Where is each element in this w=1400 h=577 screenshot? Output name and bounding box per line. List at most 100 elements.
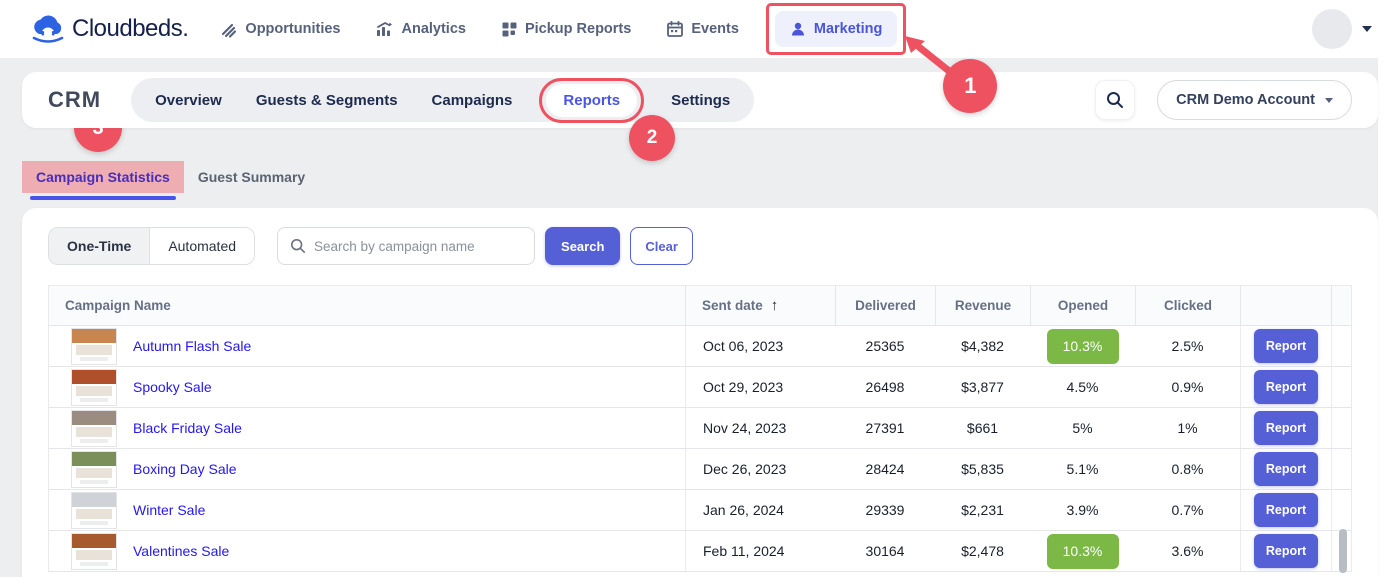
opened-cell: 10.3%: [1030, 531, 1135, 571]
sent-date-cell: Oct 29, 2023: [685, 367, 835, 407]
campaign-statistics-panel: One-Time Automated Search Clear Campaign…: [22, 208, 1378, 577]
table-row: Valentines Sale Feb 11, 2024 30164 $2,47…: [49, 531, 1351, 572]
table-scrollbar-thumb[interactable]: [1339, 529, 1347, 573]
opened-badge: 3.9%: [1066, 502, 1099, 518]
user-menu-caret-icon[interactable]: [1362, 26, 1372, 32]
sent-date-cell: Feb 11, 2024: [685, 531, 835, 571]
report-subtabs: Campaign Statistics 3 Guest Summary: [22, 104, 319, 200]
revenue-cell: $5,835: [961, 461, 1004, 477]
active-tab-underline: [30, 196, 176, 200]
campaign-name-link[interactable]: Winter Sale: [133, 502, 206, 518]
account-selector[interactable]: CRM Demo Account: [1157, 80, 1352, 120]
nav-item-analytics[interactable]: Analytics: [376, 21, 466, 37]
subtab-label: Campaign Statistics: [36, 169, 170, 185]
nav-item-marketing[interactable]: Marketing 1: [765, 3, 998, 113]
actions-cell: Report: [1240, 490, 1331, 530]
campaign-search-box: [277, 227, 536, 265]
user-avatar[interactable]: [1312, 9, 1352, 49]
col-scroll-gutter: [1331, 286, 1351, 325]
top-navigation-bar: Cloudbeds. Opportunities Analytics: [0, 0, 1400, 113]
scroll-gutter: [1331, 326, 1351, 366]
opened-cell: 10.3%: [1030, 326, 1135, 366]
toggle-one-time[interactable]: One-Time: [49, 228, 151, 264]
delivered-cell: 30164: [865, 543, 905, 559]
revenue-cell: $661: [966, 420, 999, 436]
opened-badge: 10.3%: [1046, 533, 1119, 569]
crm-header-actions: CRM Demo Account: [1095, 80, 1352, 120]
campaign-name-link[interactable]: Autumn Flash Sale: [133, 338, 252, 354]
crm-title: CRM: [48, 87, 102, 112]
nav-item-opportunities[interactable]: Opportunities: [220, 21, 340, 38]
page-right-gutter: [1378, 58, 1400, 577]
tab-campaigns[interactable]: Campaigns: [431, 91, 513, 109]
campaign-search-input[interactable]: [314, 238, 523, 254]
opened-cell: 4.5%: [1030, 367, 1135, 407]
campaign-table: Campaign Name Sent date ↑ Delivered Reve…: [48, 285, 1352, 573]
sort-ascending-icon[interactable]: ↑: [770, 297, 779, 314]
campaign-cell: Boxing Day Sale: [49, 449, 685, 489]
campaign-cell: Spooky Sale: [49, 367, 685, 407]
campaign-thumbnail: [71, 532, 117, 570]
tab-overview[interactable]: Overview: [155, 91, 222, 109]
toggle-automated[interactable]: Automated: [150, 228, 255, 264]
global-search-button[interactable]: [1095, 80, 1136, 120]
campaign-name-link[interactable]: Black Friday Sale: [133, 420, 242, 436]
filter-bar: One-Time Automated Search Clear: [48, 227, 1378, 265]
clicked-cell: 1%: [1177, 420, 1198, 436]
subtab-campaign-statistics[interactable]: Campaign Statistics 3: [22, 104, 184, 200]
campaign-thumbnail: [71, 450, 117, 488]
campaign-name-link[interactable]: Valentines Sale: [133, 543, 230, 559]
col-opened: Opened: [1030, 286, 1135, 325]
cloudbeds-cloud-icon: [32, 15, 64, 43]
annotation-step-1: 1: [943, 59, 998, 113]
delivered-cell: 25365: [865, 338, 905, 354]
actions-cell: Report: [1240, 408, 1331, 448]
report-button[interactable]: Report: [1254, 370, 1318, 404]
search-button[interactable]: Search: [545, 227, 621, 265]
opened-badge: 10.3%: [1046, 328, 1119, 364]
opened-cell: 3.9%: [1030, 490, 1135, 530]
report-button[interactable]: Report: [1254, 329, 1318, 363]
campaign-thumbnail: [71, 409, 117, 447]
campaign-name-link[interactable]: Boxing Day Sale: [133, 461, 237, 477]
cloudbeds-logo[interactable]: Cloudbeds.: [30, 13, 189, 45]
scroll-gutter: [1331, 490, 1351, 530]
table-row: Spooky Sale Oct 29, 2023 26498 $3,877 4.…: [49, 367, 1351, 408]
account-caret-icon: [1325, 97, 1333, 103]
col-revenue: Revenue: [935, 286, 1030, 325]
col-sent-date[interactable]: Sent date ↑: [685, 286, 835, 325]
scroll-gutter: [1331, 531, 1351, 571]
campaign-thumbnail: [71, 327, 117, 365]
campaign-thumbnail: [71, 368, 117, 406]
clicked-cell: 3.6%: [1171, 543, 1204, 559]
campaign-name-link[interactable]: Spooky Sale: [133, 379, 212, 395]
actions-cell: Report: [1240, 449, 1331, 489]
report-button[interactable]: Report: [1254, 534, 1318, 568]
crm-header: CRM Overview Guests & Segments Campaigns…: [22, 72, 1378, 161]
col-campaign-name: Campaign Name: [65, 298, 171, 313]
opened-cell: 5%: [1030, 408, 1135, 448]
nav-item-pickup-reports[interactable]: Pickup Reports: [502, 21, 631, 37]
table-row: Autumn Flash Sale Oct 06, 2023 25365 $4,…: [49, 326, 1351, 367]
campaign-cell: Valentines Sale: [49, 531, 685, 571]
scroll-gutter: [1331, 408, 1351, 448]
report-button[interactable]: Report: [1254, 411, 1318, 445]
calendar-icon: [667, 21, 684, 37]
subtab-guest-summary[interactable]: Guest Summary: [197, 169, 306, 185]
tab-reports[interactable]: Reports 2: [539, 77, 676, 161]
campaign-type-toggle: One-Time Automated: [48, 227, 256, 265]
clear-button[interactable]: Clear: [630, 227, 693, 265]
delivered-cell: 29339: [865, 502, 905, 518]
tab-settings[interactable]: Settings: [671, 91, 731, 109]
sent-date-cell: Dec 26, 2023: [685, 449, 835, 489]
user-menu: [1312, 9, 1372, 49]
scroll-gutter: [1331, 367, 1351, 407]
campaign-thumbnail: [71, 491, 117, 529]
report-button[interactable]: Report: [1254, 493, 1318, 527]
campaign-cell: Autumn Flash Sale: [49, 326, 685, 366]
col-actions: [1240, 286, 1331, 325]
report-button[interactable]: Report: [1254, 452, 1318, 486]
tab-guests-segments[interactable]: Guests & Segments: [255, 91, 398, 109]
nav-item-events[interactable]: Events: [667, 21, 739, 37]
sent-date-cell: Nov 24, 2023: [685, 408, 835, 448]
